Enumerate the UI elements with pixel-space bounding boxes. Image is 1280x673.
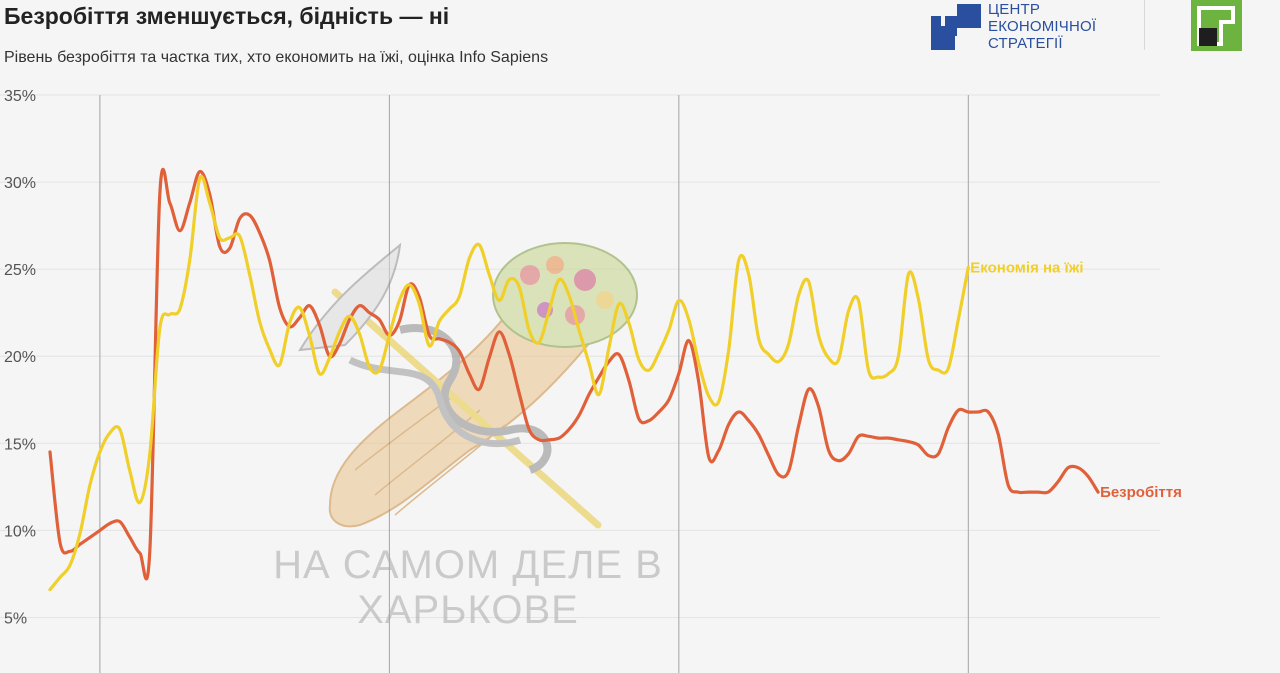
y-tick-label: 35% bbox=[4, 88, 36, 105]
series-lines bbox=[48, 167, 1100, 592]
series-line-0 bbox=[48, 167, 1100, 581]
series-line-1 bbox=[48, 174, 970, 592]
ces-logo-line: СТРАТЕГІЇ bbox=[988, 35, 1063, 52]
watermark-line: НА САМОМ ДЕЛЕ В bbox=[273, 543, 663, 587]
y-tick-label: 30% bbox=[4, 175, 36, 192]
series-label-1: Економія на їжі bbox=[970, 259, 1083, 276]
watermark-line: ХАРЬКОВЕ bbox=[357, 588, 579, 632]
y-tick-label: 5% bbox=[4, 610, 27, 627]
ces-logo-mark-icon bbox=[931, 4, 981, 50]
chart-subtitle: Рівень безробіття та частка тих, хто еко… bbox=[4, 49, 549, 66]
y-tick-label: 20% bbox=[4, 349, 36, 366]
cornucopia-icon bbox=[328, 242, 638, 528]
y-tick-label: 25% bbox=[4, 262, 36, 279]
ces-logo: ЦЕНТР ЕКОНОМІЧНОЇ СТРАТЕГІЇ bbox=[931, 1, 1121, 52]
y-tick-label: 10% bbox=[4, 523, 36, 540]
y-tick-label: 15% bbox=[4, 436, 36, 453]
ces-logo-text: ЦЕНТР ЕКОНОМІЧНОЇ СТРАТЕГІЇ bbox=[988, 1, 1128, 52]
series-labels: Безробіття Економія на їжі bbox=[970, 259, 1182, 501]
ces-logo-line: ЦЕНТР bbox=[988, 1, 1041, 18]
privatbank-logo-icon bbox=[1191, 0, 1242, 51]
ces-logo-line: ЕКОНОМІЧНОЇ bbox=[988, 18, 1097, 35]
watermark: НА САМОМ ДЕЛЕ В ХАРЬКОВЕ bbox=[273, 242, 663, 632]
chart-title: Безробіття зменшується, бідність — ні bbox=[4, 3, 450, 29]
logo-divider bbox=[1144, 0, 1145, 50]
series-label-0: Безробіття bbox=[1100, 484, 1182, 501]
